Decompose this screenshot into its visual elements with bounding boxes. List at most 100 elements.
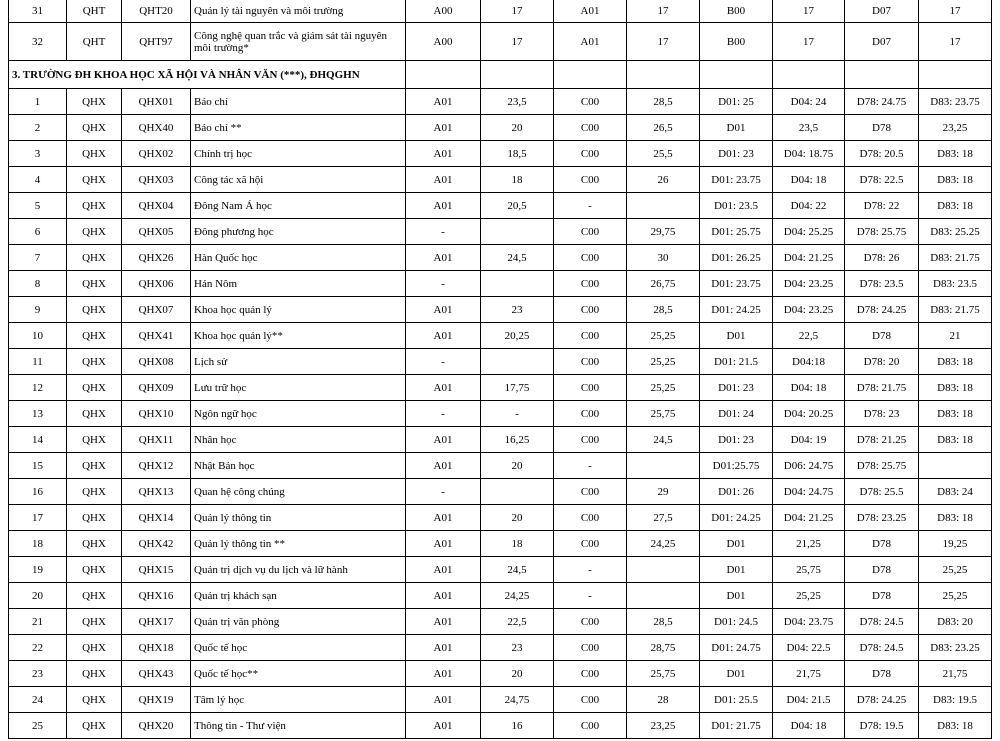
subject-group-3-cell: B00 bbox=[699, 0, 773, 23]
major-name-cell: Quản lý thông tin bbox=[190, 504, 406, 531]
subject-group-3-cell: D01 bbox=[699, 530, 773, 557]
row-number-cell: 1 bbox=[8, 88, 67, 115]
row-number-cell: 15 bbox=[8, 452, 67, 479]
major-name-cell: Nhân học bbox=[190, 426, 406, 453]
subject-group-4-cell: D78: 19.5 bbox=[844, 712, 919, 739]
score-1-cell: 18,5 bbox=[480, 140, 554, 167]
subject-group-2-cell: C00 bbox=[553, 608, 627, 635]
score-2-cell: 27,5 bbox=[626, 504, 700, 531]
table-row: 16 QHX QHX13 Quan hệ công chúng - C00 29 D01: 2… bbox=[8, 478, 992, 505]
score-4-cell: D83: 20 bbox=[918, 608, 992, 635]
row-number-cell: 22 bbox=[8, 634, 67, 661]
subject-group-3-cell: D01: 24.5 bbox=[699, 608, 773, 635]
school-code-cell: QHX bbox=[66, 348, 122, 375]
subject-group-4-cell: D78: 26 bbox=[844, 244, 919, 271]
subject-group-3-cell: D01: 25 bbox=[699, 88, 773, 115]
subject-group-2-cell: C00 bbox=[553, 634, 627, 661]
row-number-cell: 20 bbox=[8, 582, 67, 609]
empty-cell bbox=[699, 60, 773, 89]
score-2-cell: 25,25 bbox=[626, 348, 700, 375]
score-4-cell: D83: 24 bbox=[918, 478, 992, 505]
table-row: 19 QHX QHX15 Quản trị dịch vụ du lịch và lữ… bbox=[8, 556, 992, 583]
subject-group-1-cell: A01 bbox=[405, 660, 481, 687]
subject-group-4-cell: D78 bbox=[844, 660, 919, 687]
score-4-cell: 17 bbox=[918, 22, 992, 61]
table-row: 9 QHX QHX07 Khoa học quản lý A01 23 C00 28,5 D01… bbox=[8, 296, 992, 323]
row-number-cell: 23 bbox=[8, 660, 67, 687]
score-2-cell: 23,25 bbox=[626, 712, 700, 739]
major-name-cell: Quản trị văn phòng bbox=[190, 608, 406, 635]
empty-cell bbox=[553, 60, 627, 89]
score-1-cell: 20 bbox=[480, 504, 554, 531]
major-code-cell: QHX16 bbox=[121, 582, 191, 609]
score-2-cell: 29,75 bbox=[626, 218, 700, 245]
score-2-cell: 28,5 bbox=[626, 88, 700, 115]
major-name-cell: Công nghệ quan trắc và giám sát tài nguy… bbox=[190, 22, 406, 61]
empty-cell bbox=[772, 60, 845, 89]
row-number-cell: 4 bbox=[8, 166, 67, 193]
score-3-cell: 21,75 bbox=[772, 660, 845, 687]
score-1-cell: - bbox=[480, 400, 554, 427]
major-name-cell: Báo chí bbox=[190, 88, 406, 115]
major-code-cell: QHX14 bbox=[121, 504, 191, 531]
major-name-cell: Quốc tế học bbox=[190, 634, 406, 661]
score-4-cell: 25,25 bbox=[918, 556, 992, 583]
score-3-cell: D04: 25.25 bbox=[772, 218, 845, 245]
major-name-cell: Quan hệ công chúng bbox=[190, 478, 406, 505]
subject-group-1-cell: A01 bbox=[405, 712, 481, 739]
school-code-cell: QHX bbox=[66, 582, 122, 609]
score-4-cell bbox=[918, 452, 992, 479]
major-name-cell: Khoa học quản lý bbox=[190, 296, 406, 323]
subject-group-3-cell: D01: 23 bbox=[699, 374, 773, 401]
table-row: 4 QHX QHX03 Công tác xã hội A01 18 C00 26 D01: 2… bbox=[8, 166, 992, 193]
table-row: 21 QHX QHX17 Quản trị văn phòng A01 22,5 C00 28… bbox=[8, 608, 992, 635]
score-3-cell: 17 bbox=[772, 0, 845, 23]
major-name-cell: Công tác xã hội bbox=[190, 166, 406, 193]
subject-group-3-cell: B00 bbox=[699, 22, 773, 61]
school-code-cell: QHX bbox=[66, 608, 122, 635]
subject-group-3-cell: D01: 23.75 bbox=[699, 270, 773, 297]
admission-scores-table: 31 QHT QHT20 Quản lý tài nguyên và môi trườ… bbox=[8, 0, 992, 739]
score-3-cell: 21,25 bbox=[772, 530, 845, 557]
school-code-cell: QHX bbox=[66, 556, 122, 583]
score-1-cell: 18 bbox=[480, 530, 554, 557]
score-1-cell bbox=[480, 270, 554, 297]
table-row: 2 QHX QHX40 Báo chí ** A01 20 C00 26,5 D01 23,5 D7… bbox=[8, 114, 992, 141]
subject-group-3-cell: D01 bbox=[699, 556, 773, 583]
subject-group-4-cell: D78: 22.5 bbox=[844, 166, 919, 193]
major-name-cell: Lưu trữ học bbox=[190, 374, 406, 401]
score-4-cell: D83: 19.5 bbox=[918, 686, 992, 713]
subject-group-4-cell: D78 bbox=[844, 322, 919, 349]
subject-group-2-cell: C00 bbox=[553, 426, 627, 453]
score-1-cell: 16 bbox=[480, 712, 554, 739]
table-row: 23 QHX QHX43 Quốc tế học** A01 20 C00 25,75 D01 2… bbox=[8, 660, 992, 687]
row-number-cell: 17 bbox=[8, 504, 67, 531]
subject-group-2-cell: C00 bbox=[553, 686, 627, 713]
major-code-cell: QHX11 bbox=[121, 426, 191, 453]
subject-group-1-cell: A01 bbox=[405, 166, 481, 193]
major-code-cell: QHX12 bbox=[121, 452, 191, 479]
score-3-cell: D04: 18 bbox=[772, 166, 845, 193]
school-code-cell: QHX bbox=[66, 452, 122, 479]
score-4-cell: D83: 18 bbox=[918, 348, 992, 375]
score-4-cell: D83: 18 bbox=[918, 140, 992, 167]
row-number-cell: 32 bbox=[8, 22, 67, 61]
table-row: 3 QHX QHX02 Chính trị học A01 18,5 C00 25,5 D01:… bbox=[8, 140, 992, 167]
subject-group-3-cell: D01: 23 bbox=[699, 140, 773, 167]
subject-group-4-cell: D78: 22 bbox=[844, 192, 919, 219]
subject-group-3-cell: D01: 23.75 bbox=[699, 166, 773, 193]
major-name-cell: Đông Nam Á học bbox=[190, 192, 406, 219]
empty-cell bbox=[405, 60, 481, 89]
score-2-cell: 25,5 bbox=[626, 140, 700, 167]
score-1-cell: 23,5 bbox=[480, 88, 554, 115]
score-1-cell: 22,5 bbox=[480, 608, 554, 635]
row-number-cell: 9 bbox=[8, 296, 67, 323]
score-4-cell: 17 bbox=[918, 0, 992, 23]
row-number-cell: 13 bbox=[8, 400, 67, 427]
score-3-cell: D04: 20.25 bbox=[772, 400, 845, 427]
major-code-cell: QHT20 bbox=[121, 0, 191, 23]
score-1-cell: 23 bbox=[480, 634, 554, 661]
score-1-cell: 20 bbox=[480, 114, 554, 141]
subject-group-3-cell: D01: 24.75 bbox=[699, 634, 773, 661]
score-1-cell: 18 bbox=[480, 166, 554, 193]
